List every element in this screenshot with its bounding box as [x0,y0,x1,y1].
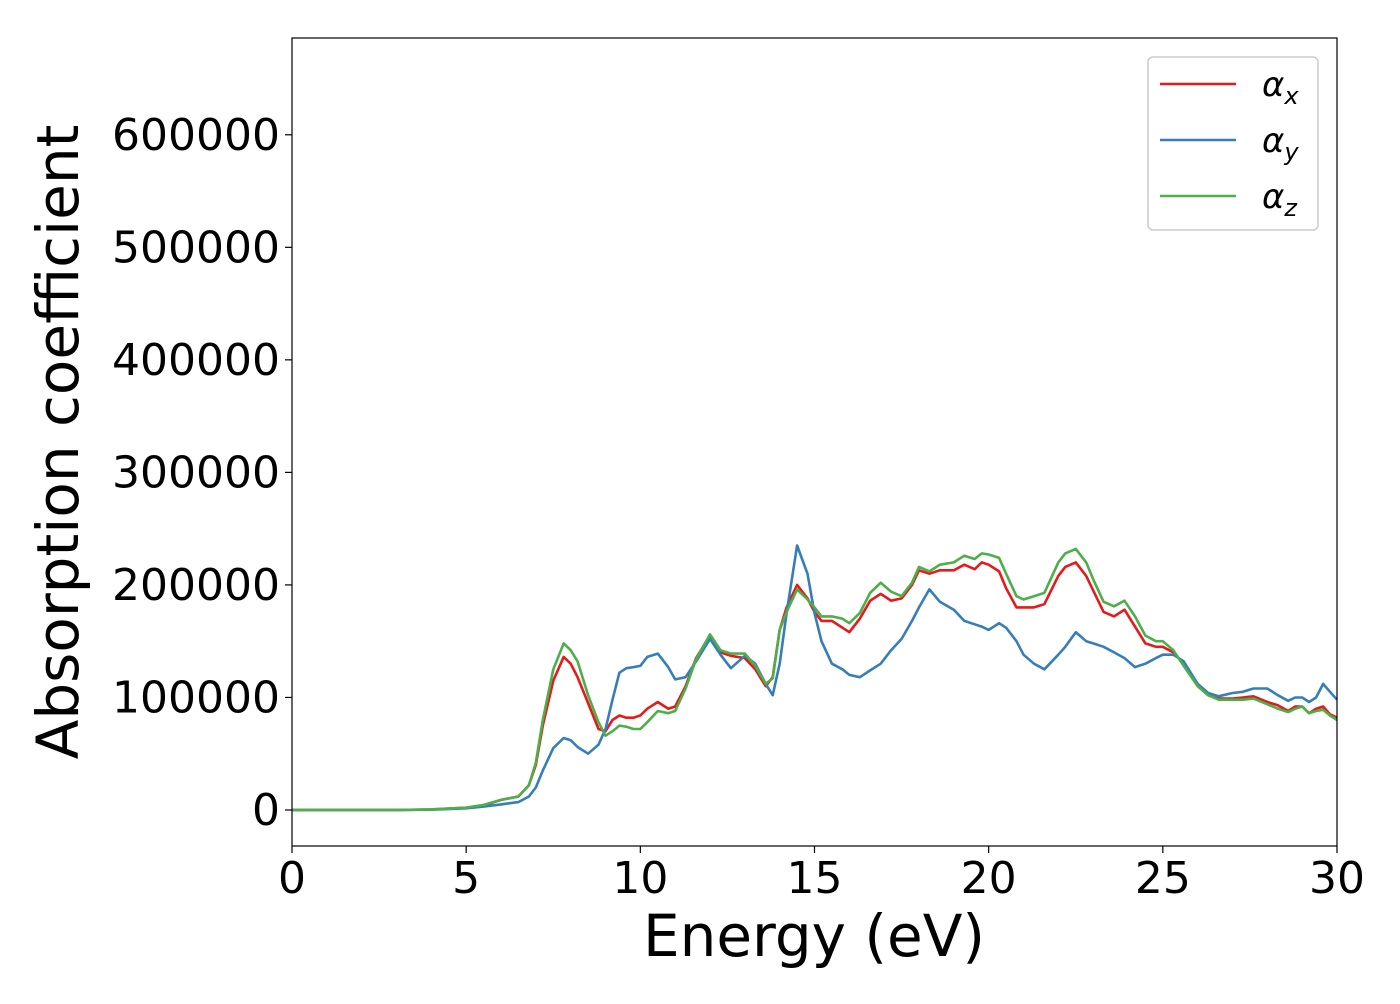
y-tick-label: 100000 [112,672,280,723]
y-axis-label: Absorption coefficient [24,125,92,760]
y-tick-label: 200000 [112,560,280,611]
x-tick-label: 15 [787,853,843,904]
y-tick-label: 0 [252,785,280,836]
x-tick-label: 0 [278,853,306,904]
series-line-x [292,561,1338,812]
x-axis-ticks: 0 5 10 15 20 25 30 [278,846,1365,904]
x-tick-label: 10 [612,853,668,904]
series-layer [292,544,1338,812]
x-tick-label: 20 [961,853,1017,904]
x-tick-label: 30 [1309,853,1365,904]
y-tick-label: 500000 [112,222,280,273]
x-axis-label: Energy (eV) [643,902,985,970]
legend-box [1147,56,1319,231]
y-tick-label: 600000 [112,110,280,161]
y-axis-ticks: 0 100000 200000 300000 400000 500000 600000 [112,110,292,836]
y-tick-label: 400000 [112,335,280,386]
series-line-y [292,544,1338,812]
y-tick-label: 300000 [112,447,280,498]
x-tick-label: 25 [1135,853,1191,904]
x-tick-label: 5 [452,853,480,904]
series-line-z [292,547,1338,812]
